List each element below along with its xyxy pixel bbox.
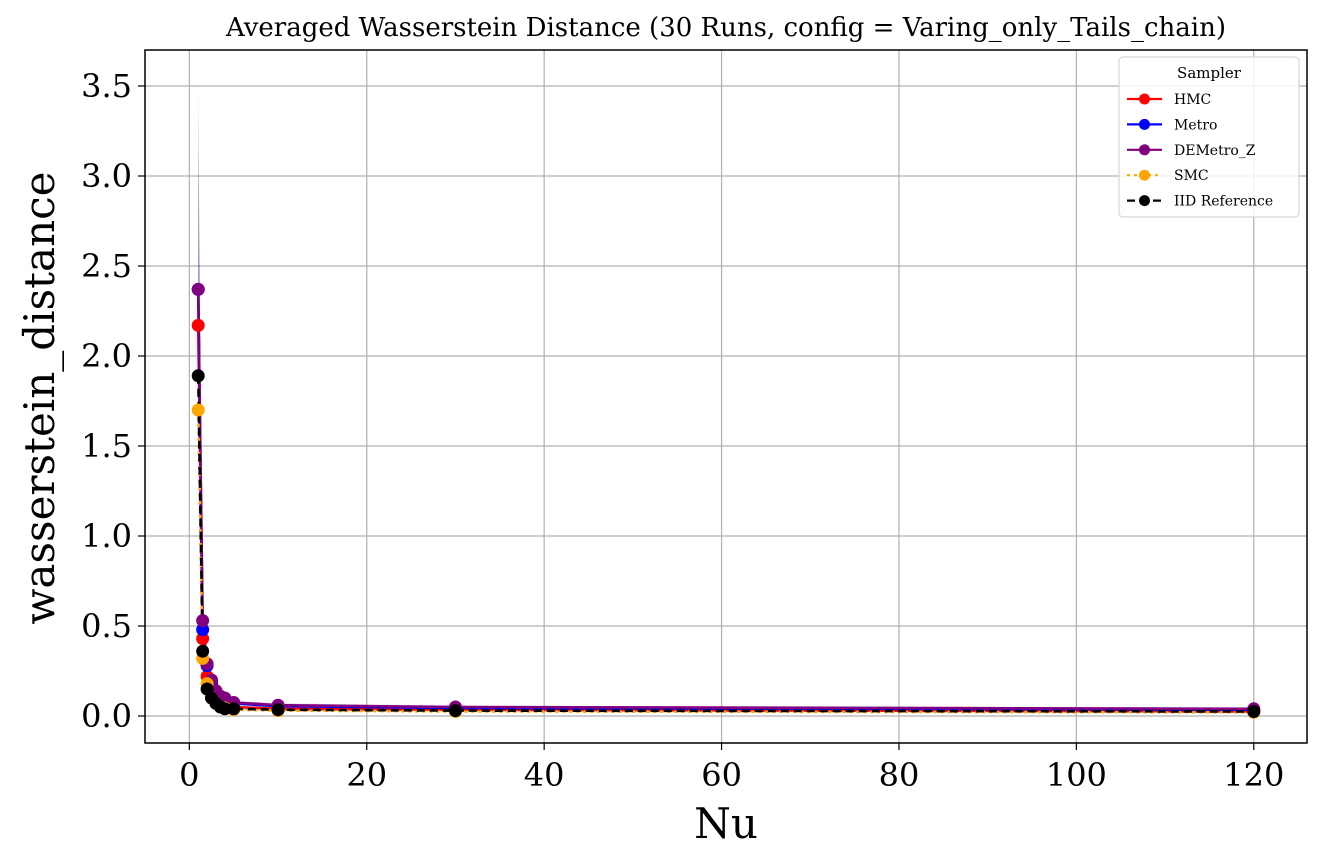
legend-item-metro: Metro — [1127, 117, 1217, 133]
x-axis-ticks: 0 20 40 60 80 100 120 — [179, 743, 1284, 794]
y-tick-label: 0.0 — [81, 697, 132, 735]
line-hmc — [196, 325, 1254, 713]
legend-marker — [1139, 169, 1150, 181]
x-axis-label: Nu — [694, 799, 758, 848]
legend-marker — [1139, 93, 1150, 105]
legend-box — [1118, 56, 1300, 218]
grid — [145, 50, 1307, 743]
marker-iid-reference — [448, 704, 462, 718]
marker-hmc — [191, 318, 205, 332]
marker-hmc — [196, 632, 210, 646]
marker-smc — [191, 403, 205, 417]
y-axis-label: wasserstein_distance — [15, 171, 64, 624]
legend-label: Metro — [1174, 117, 1217, 133]
legend-item-iid-reference: IID Reference — [1127, 194, 1273, 210]
marker-iid-reference — [196, 644, 210, 658]
y-tick-label: 3.0 — [81, 157, 132, 195]
x-tick-label: 120 — [1223, 756, 1284, 794]
legend: Sampler HMC Metro DEMetro_Z SMC IID Referenc… — [1118, 56, 1300, 218]
marker-metro — [196, 623, 210, 637]
error-bands — [198, 82, 1254, 714]
line-demetro-z — [196, 289, 1254, 711]
x-tick-label: 100 — [1046, 756, 1107, 794]
marker-demetro-z — [196, 614, 210, 628]
y-tick-label: 2.5 — [81, 247, 132, 285]
band-metro — [198, 158, 1254, 711]
legend-marker — [1139, 195, 1150, 207]
chart-title: Averaged Wasserstein Distance (30 Runs, … — [225, 13, 1226, 43]
marker-demetro-z — [191, 282, 205, 296]
legend-items: HMC Metro DEMetro_Z SMC IID Reference — [1127, 92, 1273, 210]
marker-iid-reference — [191, 369, 205, 383]
y-axis-ticks: 0.0 0.5 1.0 1.5 2.0 2.5 3.0 3.5 — [81, 67, 145, 735]
legend-label: IID Reference — [1174, 194, 1273, 210]
x-tick-label: 0 — [179, 756, 199, 794]
band-smc — [198, 383, 1254, 714]
band-demetro-z — [198, 125, 1254, 711]
legend-marker — [1139, 144, 1150, 156]
y-tick-label: 1.0 — [81, 517, 132, 555]
plot-frame — [144, 49, 1308, 744]
line-smc — [196, 409, 1254, 714]
band-iid-reference — [198, 82, 1254, 713]
y-tick-label: 1.5 — [81, 427, 132, 465]
x-tick-label: 40 — [524, 756, 565, 794]
y-tick-label: 2.0 — [81, 337, 132, 375]
marker-iid-reference — [271, 703, 285, 717]
marker-iid-reference — [227, 702, 241, 716]
legend-item-hmc: HMC — [1127, 92, 1211, 108]
series-lines — [196, 289, 1254, 714]
legend-item-demetro-z: DEMetro_Z — [1127, 143, 1256, 159]
x-tick-label: 20 — [346, 756, 387, 794]
legend-item-smc: SMC — [1127, 168, 1209, 184]
legend-marker — [1139, 118, 1150, 130]
x-tick-label: 60 — [701, 756, 742, 794]
line-metro — [196, 289, 1254, 712]
line-iid-reference — [196, 375, 1254, 713]
series-markers — [191, 282, 1261, 719]
legend-label: HMC — [1174, 92, 1211, 108]
legend-label: SMC — [1174, 168, 1209, 184]
marker-iid-reference — [1247, 705, 1261, 718]
y-tick-label: 3.5 — [81, 67, 132, 105]
y-tick-label: 0.5 — [81, 607, 132, 645]
legend-title: Sampler — [1177, 64, 1242, 82]
legend-label: DEMetro_Z — [1174, 143, 1256, 159]
x-tick-label: 80 — [879, 756, 920, 794]
